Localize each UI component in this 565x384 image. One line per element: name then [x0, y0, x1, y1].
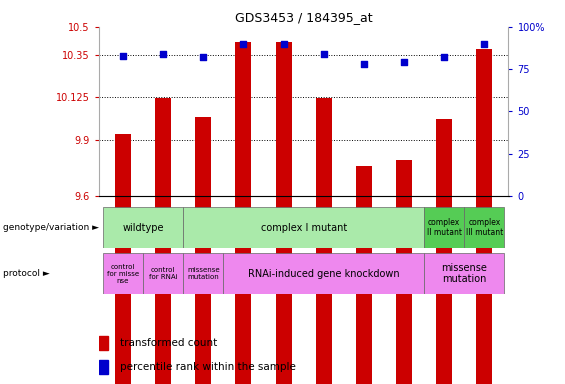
- Bar: [316, 98, 332, 384]
- Bar: [476, 50, 493, 384]
- Bar: [183, 207, 424, 248]
- Text: missense
mutation: missense mutation: [441, 263, 487, 285]
- Bar: [195, 117, 211, 384]
- Bar: [103, 207, 183, 248]
- Text: transformed count: transformed count: [120, 338, 218, 348]
- Point: [159, 51, 168, 57]
- Text: control
for RNAi: control for RNAi: [149, 267, 177, 280]
- Text: RNAi-induced gene knockdown: RNAi-induced gene knockdown: [248, 268, 399, 279]
- Bar: [99, 360, 108, 374]
- Point: [279, 41, 288, 47]
- Point: [440, 54, 449, 60]
- Point: [399, 59, 408, 65]
- Text: wildtype: wildtype: [122, 222, 164, 233]
- Point: [359, 61, 368, 67]
- Bar: [143, 253, 183, 294]
- Text: percentile rank within the sample: percentile rank within the sample: [120, 362, 296, 372]
- Text: genotype/variation ►: genotype/variation ►: [3, 223, 99, 232]
- Bar: [356, 166, 372, 384]
- Text: control
for misse
nse: control for misse nse: [107, 263, 139, 284]
- Text: complex
III mutant: complex III mutant: [466, 218, 503, 237]
- Bar: [115, 134, 131, 384]
- Bar: [183, 253, 223, 294]
- Title: GDS3453 / 184395_at: GDS3453 / 184395_at: [235, 11, 372, 24]
- Bar: [464, 207, 505, 248]
- Point: [119, 53, 128, 59]
- Text: protocol ►: protocol ►: [3, 269, 50, 278]
- Bar: [276, 42, 292, 384]
- Bar: [396, 160, 412, 384]
- Bar: [436, 119, 452, 384]
- Bar: [155, 98, 171, 384]
- Bar: [103, 253, 143, 294]
- Bar: [223, 253, 424, 294]
- Bar: [424, 207, 464, 248]
- Text: missense
mutation: missense mutation: [187, 267, 220, 280]
- Point: [239, 41, 248, 47]
- Bar: [236, 42, 251, 384]
- Bar: [424, 253, 505, 294]
- Point: [319, 51, 328, 57]
- Bar: [99, 336, 108, 350]
- Point: [199, 54, 208, 60]
- Text: complex
II mutant: complex II mutant: [427, 218, 462, 237]
- Point: [480, 41, 489, 47]
- Text: complex I mutant: complex I mutant: [260, 222, 347, 233]
